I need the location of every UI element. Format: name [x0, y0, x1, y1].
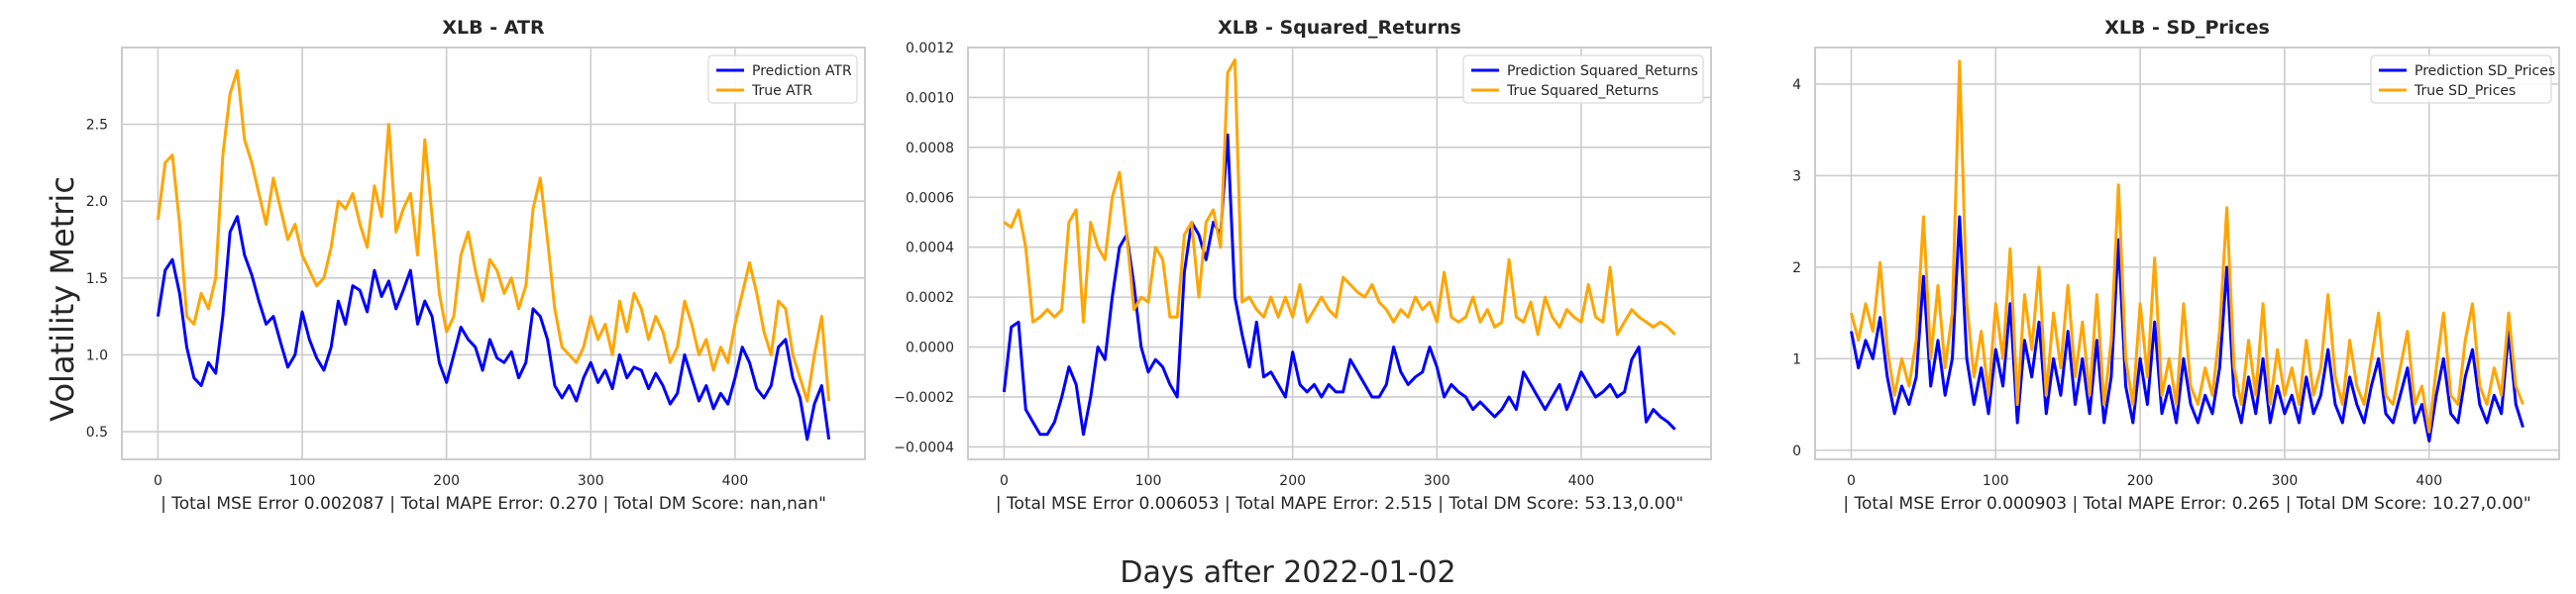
x-tick-label: 200	[1279, 473, 1306, 489]
x-tick-label: 100	[289, 473, 316, 489]
x-tick-label: 100	[1983, 473, 2009, 489]
x-tick-label: 300	[2272, 473, 2299, 489]
legend: Prediction ATR True ATR	[707, 54, 858, 104]
plot-frame	[967, 47, 1712, 460]
chart-panel-3: 0 100 200 300 400 0 1 2 3 4 XLB - SD_Prices | Tota…	[1792, 17, 2560, 514]
x-axis-label: | Total MSE Error 0.000903 | Total MAPE …	[1843, 494, 2530, 514]
legend-box	[1462, 54, 1704, 104]
y-tick-label: −0.0004	[894, 440, 954, 455]
plot-frame	[1814, 47, 2560, 460]
y-tick-label: 0.0010	[906, 90, 954, 106]
y-tick-label: −0.0002	[894, 390, 954, 406]
y-tick-label: 3	[1792, 168, 1801, 184]
y-tick-label: 2	[1792, 260, 1801, 276]
y-tick-label: 0.0004	[906, 241, 954, 256]
series-line-prediction	[156, 215, 831, 442]
series-line-prediction	[1850, 215, 2524, 443]
y-tick-label: 0.0012	[906, 41, 954, 56]
legend-box	[707, 54, 858, 104]
x-tick-label: 100	[1135, 473, 1162, 489]
chart-panel-1: 0 100 200 300 400 0.5 1.0 1.5 2.0 2.5 XLB - ATR | …	[86, 17, 866, 514]
legend: Prediction SD_Prices True SD_Prices	[2370, 54, 2555, 104]
x-tick-label: 0	[1000, 473, 1009, 489]
x-tick-label: 200	[433, 473, 460, 489]
plot-area	[122, 48, 865, 459]
y-tick-label: 1.0	[86, 347, 108, 363]
legend-label: Prediction Squared_Returns	[1507, 63, 1698, 79]
x-tick-label: 300	[578, 473, 604, 489]
series-line-prediction	[1002, 133, 1676, 437]
figure-xlabel: Days after 2022-01-02	[1120, 555, 1455, 590]
legend-label: True SD_Prices	[2414, 83, 2516, 99]
x-tick-label: 0	[1847, 473, 1856, 489]
y-tick-label: 0	[1792, 444, 1801, 459]
x-axis-label: | Total MSE Error 0.002087 | Total MAPE …	[161, 494, 826, 514]
x-tick-label: 400	[722, 473, 749, 489]
x-tick-label: 200	[2127, 473, 2154, 489]
y-tick-label: 0.0002	[906, 290, 954, 306]
figure-ylabel: Volatility Metric	[44, 176, 81, 422]
x-tick-label: 400	[2415, 473, 2442, 489]
series-line-true	[1003, 58, 1676, 337]
chart-title: XLB - ATR	[442, 17, 545, 39]
y-tick-label: 2.0	[86, 194, 108, 210]
legend-box	[2370, 54, 2552, 104]
x-tick-label: 0	[154, 473, 162, 489]
chart-title: XLB - Squared_Returns	[1218, 17, 1461, 39]
y-tick-label: 2.5	[86, 118, 108, 134]
legend-label: True Squared_Returns	[1506, 83, 1659, 99]
y-tick-label: 1	[1792, 351, 1801, 367]
y-tick-label: 0.0006	[906, 190, 954, 206]
y-tick-label: 4	[1792, 77, 1801, 93]
chart-title: XLB - SD_Prices	[2104, 17, 2270, 39]
chart-panel-2: 0 100 200 300 400 −0.0004 −0.0002 0.0000 0.0002 0…	[894, 17, 1712, 514]
plot-frame	[121, 47, 866, 460]
y-tick-label: 0.5	[86, 425, 108, 441]
y-tick-label: 0.0008	[906, 141, 954, 156]
legend: Prediction Squared_Returns True Squared_R…	[1462, 54, 1704, 104]
y-tick-label: 1.5	[86, 271, 108, 287]
series-line-true	[156, 68, 831, 403]
legend-label: True ATR	[751, 83, 812, 99]
legend-label: Prediction ATR	[752, 63, 852, 79]
x-axis-label: | Total MSE Error 0.006053 | Total MAPE …	[996, 494, 1683, 514]
x-tick-label: 300	[1424, 473, 1450, 489]
x-tick-label: 400	[1568, 473, 1595, 489]
y-tick-label: 0.0000	[906, 341, 954, 356]
legend-label: Prediction SD_Prices	[2415, 63, 2555, 79]
series-line-true	[1850, 59, 2524, 434]
